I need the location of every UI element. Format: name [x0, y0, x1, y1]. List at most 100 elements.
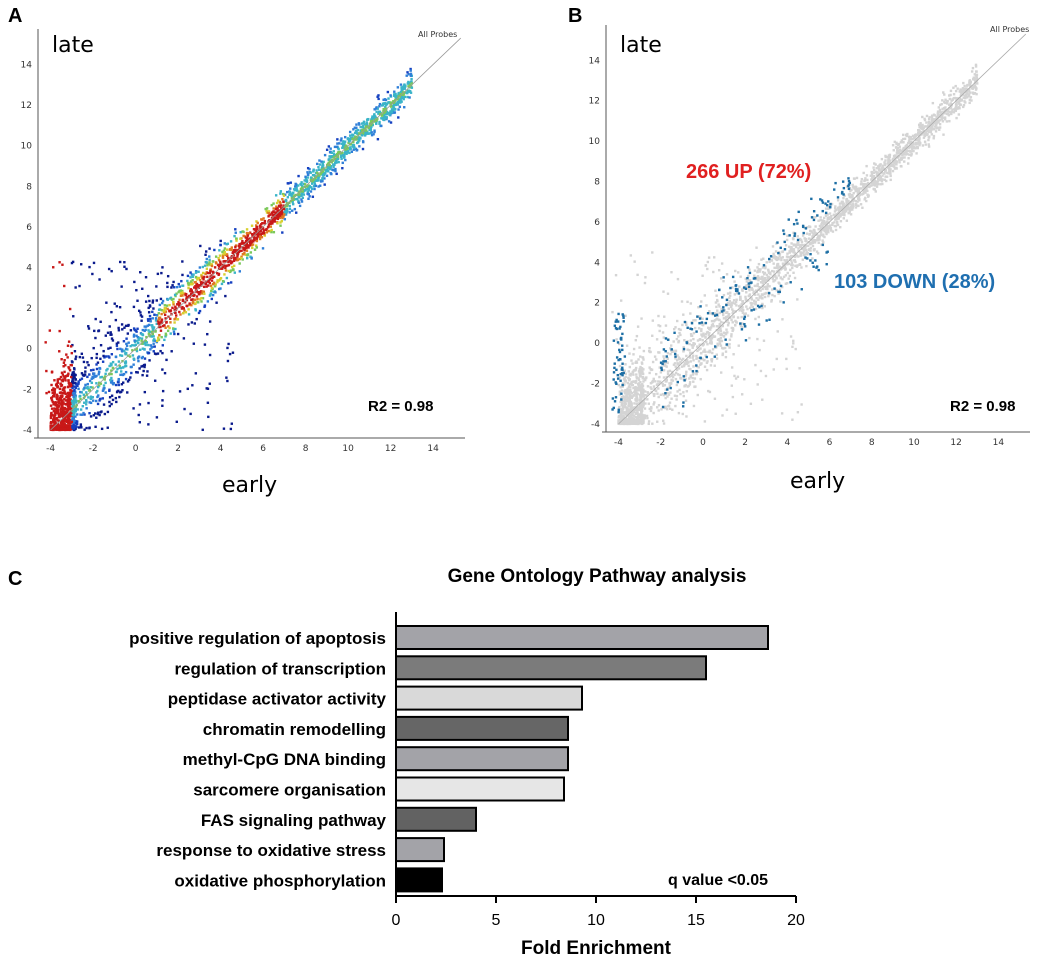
scatter-point — [159, 325, 162, 329]
scatter-point — [155, 299, 158, 302]
scatter-point — [70, 261, 74, 265]
scatter-point — [643, 414, 647, 417]
scatter-point — [664, 406, 667, 410]
scatter-point — [51, 400, 55, 404]
scatter-point — [975, 87, 978, 90]
scatter-point — [346, 137, 350, 141]
scatter-point — [852, 186, 855, 189]
scatter-point — [164, 335, 167, 338]
scatter-point — [658, 366, 661, 369]
scatter-point — [688, 383, 692, 386]
scatter-point — [812, 249, 816, 252]
scatter-point — [279, 201, 282, 205]
scatter-point — [976, 82, 979, 85]
scatter-point — [693, 342, 696, 346]
scatter-point — [280, 212, 284, 216]
scatter-point — [200, 292, 204, 295]
scatter-point — [289, 187, 292, 190]
scatter-point — [71, 343, 74, 347]
scatter-point — [642, 388, 645, 392]
scatter-point — [96, 402, 100, 406]
scatter-point — [278, 214, 282, 217]
scatter-point — [57, 399, 61, 402]
scatter-point — [677, 327, 681, 331]
scatter-point — [917, 135, 921, 139]
scatter-point — [710, 319, 714, 323]
scatter-point — [118, 306, 122, 309]
scatter-point — [102, 388, 105, 391]
scatter-point — [98, 413, 101, 417]
scatter-point — [719, 344, 723, 347]
scatter-point — [692, 341, 695, 345]
scatter-point — [347, 141, 350, 144]
scatter-point — [49, 416, 53, 420]
scatter-point — [310, 182, 314, 185]
scatter-point — [172, 297, 175, 301]
scatter-point — [790, 259, 793, 262]
y-tick-label: 6 — [26, 223, 32, 233]
scatter-point — [631, 391, 634, 395]
scatter-point — [140, 319, 143, 322]
scatter-point — [336, 157, 339, 161]
scatter-point — [135, 371, 138, 374]
scatter-point — [160, 321, 164, 325]
scatter-point — [746, 284, 750, 287]
scatter-point — [153, 345, 156, 348]
scatter-point — [115, 342, 119, 345]
scatter-point — [676, 319, 679, 323]
scatter-point — [772, 280, 775, 283]
scatter-point — [71, 380, 75, 384]
scatter-point — [884, 154, 887, 158]
scatter-point — [731, 301, 735, 304]
scatter-point — [637, 358, 640, 361]
scatter-point — [924, 132, 928, 136]
scatter-point — [805, 264, 808, 268]
scatter-point — [148, 330, 151, 333]
scatter-point — [679, 328, 682, 332]
scatter-point — [689, 374, 693, 377]
scatter-point — [158, 333, 161, 337]
scatter-point — [61, 391, 64, 395]
scatter-point — [667, 393, 671, 396]
scatter-point — [888, 162, 891, 165]
scatter-point — [141, 355, 144, 359]
scatter-point — [74, 415, 77, 418]
scatter-point — [69, 410, 72, 414]
scatter-point — [627, 370, 631, 373]
scatter-point — [55, 403, 59, 407]
scatter-point — [927, 121, 931, 125]
scatter-point — [406, 90, 409, 93]
scatter-point — [206, 401, 210, 404]
scatter-point — [60, 423, 64, 426]
scatter-point — [161, 299, 165, 303]
scatter-point — [206, 300, 210, 303]
scatter-point — [161, 344, 164, 347]
scatter-point — [164, 333, 168, 337]
scatter-point — [713, 364, 716, 367]
scatter-point — [849, 213, 853, 216]
scatter-point — [200, 273, 203, 277]
scatter-point — [637, 377, 640, 380]
scatter-point — [817, 235, 820, 239]
scatter-point — [147, 351, 151, 355]
scatter-point — [231, 351, 235, 354]
scatter-point — [739, 295, 742, 298]
scatter-point — [819, 226, 823, 230]
scatter-point — [851, 203, 855, 206]
scatter-point — [294, 185, 297, 188]
scatter-point — [221, 280, 225, 283]
scatter-point — [826, 218, 829, 221]
scatter-point — [53, 393, 56, 396]
scatter-point — [66, 404, 70, 407]
scatter-point — [311, 180, 314, 183]
scatter-point — [833, 224, 837, 228]
scatter-point — [280, 219, 284, 223]
scatter-point — [120, 348, 124, 351]
scatter-point — [331, 168, 334, 171]
scatter-point — [229, 427, 233, 431]
scatter-point — [785, 282, 789, 285]
scatter-point — [189, 283, 193, 286]
scatter-point — [73, 349, 77, 353]
scatter-point — [181, 260, 184, 263]
